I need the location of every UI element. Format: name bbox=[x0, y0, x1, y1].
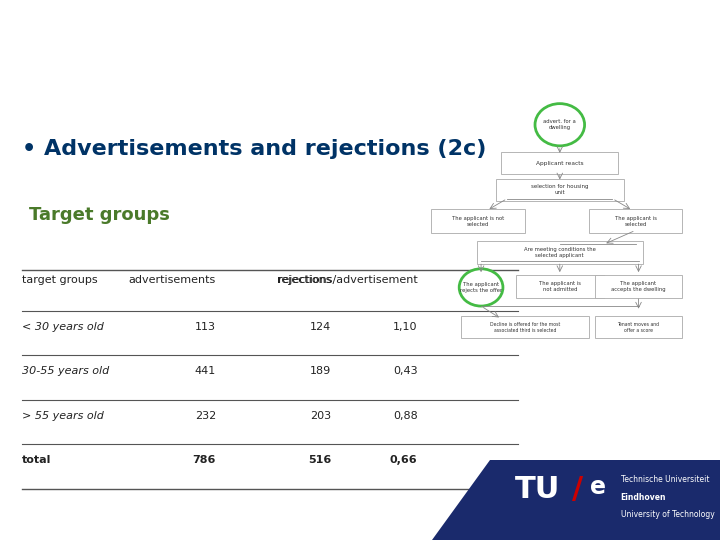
Text: The applicant is not
selected: The applicant is not selected bbox=[452, 215, 504, 226]
Text: advertisements: advertisements bbox=[129, 275, 216, 285]
Text: /: / bbox=[572, 475, 583, 504]
Text: 441: 441 bbox=[194, 366, 216, 376]
Text: advert. for a
dwelling: advert. for a dwelling bbox=[544, 119, 576, 130]
Text: Target groups: Target groups bbox=[29, 206, 170, 224]
Polygon shape bbox=[590, 0, 720, 94]
FancyBboxPatch shape bbox=[477, 241, 643, 264]
Text: • Advertisements and rejections (2c): • Advertisements and rejections (2c) bbox=[22, 139, 486, 159]
FancyBboxPatch shape bbox=[516, 275, 603, 299]
FancyBboxPatch shape bbox=[589, 210, 683, 233]
Text: Housing allocation ‘by lottery’ in the rental market of Eindhoven: Housing allocation ‘by lottery’ in the r… bbox=[22, 68, 528, 82]
Text: < 30 years old: < 30 years old bbox=[22, 322, 104, 332]
Text: 113: 113 bbox=[195, 322, 216, 332]
Text: Tenant moves and
offer a score: Tenant moves and offer a score bbox=[618, 322, 660, 333]
Polygon shape bbox=[432, 460, 720, 540]
FancyBboxPatch shape bbox=[595, 275, 683, 299]
FancyBboxPatch shape bbox=[595, 316, 683, 339]
Text: Eindhoven: Eindhoven bbox=[621, 493, 666, 502]
Text: 0,88: 0,88 bbox=[393, 411, 418, 421]
Text: Applicant reacts: Applicant reacts bbox=[536, 161, 584, 166]
Text: 1,10: 1,10 bbox=[393, 322, 418, 332]
Text: target groups: target groups bbox=[22, 275, 97, 285]
FancyBboxPatch shape bbox=[431, 210, 525, 233]
FancyBboxPatch shape bbox=[501, 152, 618, 174]
Text: Decline is offered for the most
associated third is selected: Decline is offered for the most associat… bbox=[490, 322, 560, 333]
Text: Housing market between choice and chance: Housing market between choice and chance bbox=[22, 24, 646, 48]
Text: 124: 124 bbox=[310, 322, 331, 332]
Text: TU: TU bbox=[515, 475, 560, 504]
Text: Are meeting conditions the
selected applicant: Are meeting conditions the selected appl… bbox=[524, 247, 595, 258]
Text: 0,66: 0,66 bbox=[390, 455, 418, 465]
Text: > 55 years old: > 55 years old bbox=[22, 411, 104, 421]
FancyBboxPatch shape bbox=[461, 316, 589, 339]
FancyBboxPatch shape bbox=[495, 179, 624, 201]
Text: 232: 232 bbox=[194, 411, 216, 421]
Text: 189: 189 bbox=[310, 366, 331, 376]
Text: 0,43: 0,43 bbox=[393, 366, 418, 376]
Text: rejections: rejections bbox=[276, 275, 331, 285]
Text: The applicant
accepts the dwelling: The applicant accepts the dwelling bbox=[611, 281, 666, 292]
Text: 203: 203 bbox=[310, 411, 331, 421]
Text: rejections/advertisement: rejections/advertisement bbox=[278, 275, 418, 285]
Text: selection for housing
unit: selection for housing unit bbox=[531, 185, 588, 195]
Text: University of Technology: University of Technology bbox=[621, 510, 714, 519]
Text: 786: 786 bbox=[193, 455, 216, 465]
Text: total: total bbox=[22, 455, 51, 465]
Circle shape bbox=[535, 104, 585, 146]
Circle shape bbox=[459, 269, 503, 306]
Text: 516: 516 bbox=[308, 455, 331, 465]
Text: The applicant is
selected: The applicant is selected bbox=[615, 215, 657, 226]
Text: The applicant
rejects the offer: The applicant rejects the offer bbox=[460, 282, 502, 293]
Text: Technische Universiteit: Technische Universiteit bbox=[621, 475, 709, 484]
Text: The applicant is
not admitted: The applicant is not admitted bbox=[539, 281, 581, 292]
Text: e: e bbox=[590, 475, 606, 500]
Text: 30-55 years old: 30-55 years old bbox=[22, 366, 109, 376]
